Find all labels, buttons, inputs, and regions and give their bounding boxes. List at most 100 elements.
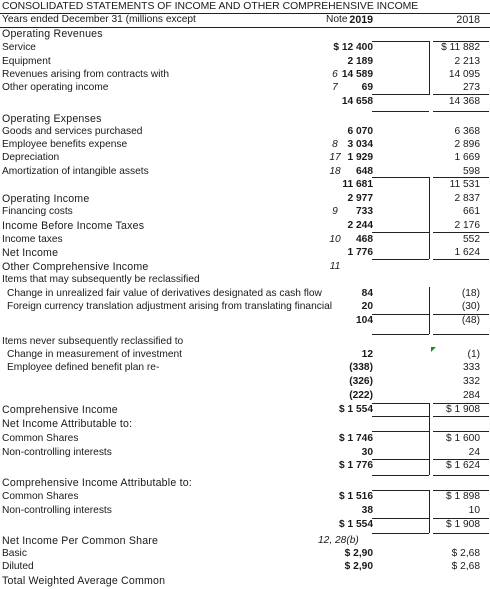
- value-2018: $ 1 908: [446, 404, 480, 415]
- statement-row: Diluted $ 2,90 $ 2,68: [0, 561, 490, 573]
- statement-row: Goods and services purchased 6 070 6 368: [0, 126, 490, 138]
- value-2018: $ 11 882: [441, 42, 480, 53]
- statement-row: $ 1 554 $ 1 908: [0, 519, 490, 531]
- rule-line: [433, 475, 489, 476]
- rule-line: [372, 334, 429, 335]
- rule-line: [433, 232, 489, 233]
- column-divider: [429, 490, 430, 533]
- value-2019: $ 1 554: [339, 519, 373, 530]
- rule-line: [433, 518, 489, 519]
- statement-row: 11 681 11 531: [0, 179, 490, 191]
- statement-row: Change in measurement of investment 12 (1): [0, 349, 490, 361]
- row-label: Employee benefits expense: [2, 139, 128, 150]
- statement-row: Other operating income 7 69 273: [0, 82, 490, 94]
- value-2018: $ 2,68: [451, 561, 480, 572]
- row-label: Operating Income: [2, 193, 90, 205]
- value-2018: 14 368: [448, 96, 480, 107]
- rule-line: [433, 403, 489, 404]
- value-2019: 30: [361, 447, 373, 458]
- rule-line: [433, 416, 489, 417]
- value-2018: $ 1 600: [446, 433, 480, 444]
- row-note: 11: [329, 261, 341, 272]
- value-2019: 38: [361, 505, 373, 516]
- rule-line: [372, 232, 429, 233]
- value-2019: 2 189: [347, 56, 374, 67]
- row-label: Basic: [2, 548, 27, 559]
- statement-row: Amortization of intangible assets 18 648 59…: [0, 166, 490, 178]
- statement-row: Non-controlling interests 38 10: [0, 505, 490, 517]
- value-2018: (30): [461, 301, 480, 312]
- column-divider: [429, 431, 430, 475]
- row-label: Other Comprehensive Income: [2, 261, 149, 273]
- row-label: Common Shares: [2, 491, 79, 502]
- value-2019: 14 658: [341, 96, 373, 107]
- statement-row: Equipment 2 189 2 213: [0, 56, 490, 68]
- rule-line: [433, 431, 489, 432]
- statement-row: Non-controlling interests 30 24: [0, 447, 490, 459]
- value-2019: (326): [349, 376, 373, 387]
- row-label: Non-controlling interests: [2, 447, 112, 458]
- statement-row: Operating Expenses: [0, 113, 490, 125]
- rule-line: [372, 111, 429, 112]
- statement-row: Net Income Attributable to:: [0, 418, 490, 430]
- row-label: Common Shares: [2, 433, 79, 444]
- row-label: Income Before Income Taxes: [2, 220, 145, 232]
- value-2019: 104: [356, 315, 373, 326]
- value-2018: 24: [468, 447, 480, 458]
- statement-row: Financing costs 9 733 661: [0, 206, 490, 218]
- rule-line: [372, 403, 429, 404]
- value-2018: (18): [461, 288, 480, 299]
- column-divider: [429, 177, 430, 259]
- row-label: Operating Revenues: [2, 28, 103, 40]
- value-2019: $ 12 400: [333, 42, 373, 53]
- value-2019: 6 070: [347, 126, 374, 137]
- rule-line: [372, 475, 429, 476]
- rule-line: [433, 94, 489, 95]
- row-note: 17: [329, 152, 341, 163]
- rule-line: [433, 111, 489, 112]
- value-2018: 273: [463, 82, 480, 93]
- header-year-2019: 2019: [349, 14, 373, 26]
- value-2019: 69: [361, 82, 373, 93]
- value-2019: (338): [349, 362, 373, 373]
- statement-row: Foreign currency translation adjustment …: [0, 301, 490, 313]
- row-label: Total Weighted Average Common: [2, 575, 166, 587]
- value-2018: 332: [463, 376, 480, 387]
- row-label: Income taxes: [2, 234, 63, 245]
- value-2018: $ 1 624: [446, 460, 480, 471]
- row-label: Non-controlling interests: [2, 505, 112, 516]
- value-2018: 1 624: [454, 247, 481, 258]
- value-2018: 2 896: [454, 139, 481, 150]
- value-2018: 11 531: [449, 179, 480, 190]
- title-underline: [0, 13, 490, 14]
- row-note: 7: [332, 82, 338, 93]
- value-2019: 11 681: [342, 179, 373, 190]
- statement-row: Basic $ 2,90 $ 2,68: [0, 548, 490, 560]
- value-2019: $ 1 554: [339, 404, 373, 415]
- column-divider: [429, 41, 430, 95]
- statement-row: Net Income 1 776 1 624: [0, 247, 490, 259]
- statement-row: Employee defined benefit plan re- (338) 33…: [0, 362, 490, 374]
- column-divider: [429, 403, 430, 431]
- row-label: Other operating income: [2, 82, 109, 93]
- statement-row: Other Comprehensive Income 11: [0, 261, 490, 273]
- statement-row: Revenues arising from contracts with 6 14 …: [0, 69, 490, 81]
- rule-line: [372, 41, 429, 42]
- value-2018: 6 368: [454, 126, 481, 137]
- rule-line: [372, 416, 429, 417]
- value-2018: 14 095: [448, 69, 480, 80]
- value-2018: 284: [463, 390, 480, 401]
- row-label: Employee defined benefit plan re-: [7, 362, 160, 373]
- statement-row: Operating Income 2 977 2 837: [0, 193, 490, 205]
- statement-row: Common Shares $ 1 516 $ 1 898: [0, 491, 490, 503]
- row-label: Comprehensive Income: [2, 404, 118, 416]
- value-2018: $ 1 898: [446, 491, 480, 502]
- row-label: Net Income Per Common Share: [2, 535, 159, 547]
- rule-line: [433, 334, 489, 335]
- rule-line: [433, 259, 489, 260]
- row-label: Net Income: [2, 247, 59, 259]
- rule-line: [372, 94, 429, 95]
- value-2019: 20: [361, 301, 373, 312]
- header-year-2018: 2018: [456, 14, 480, 26]
